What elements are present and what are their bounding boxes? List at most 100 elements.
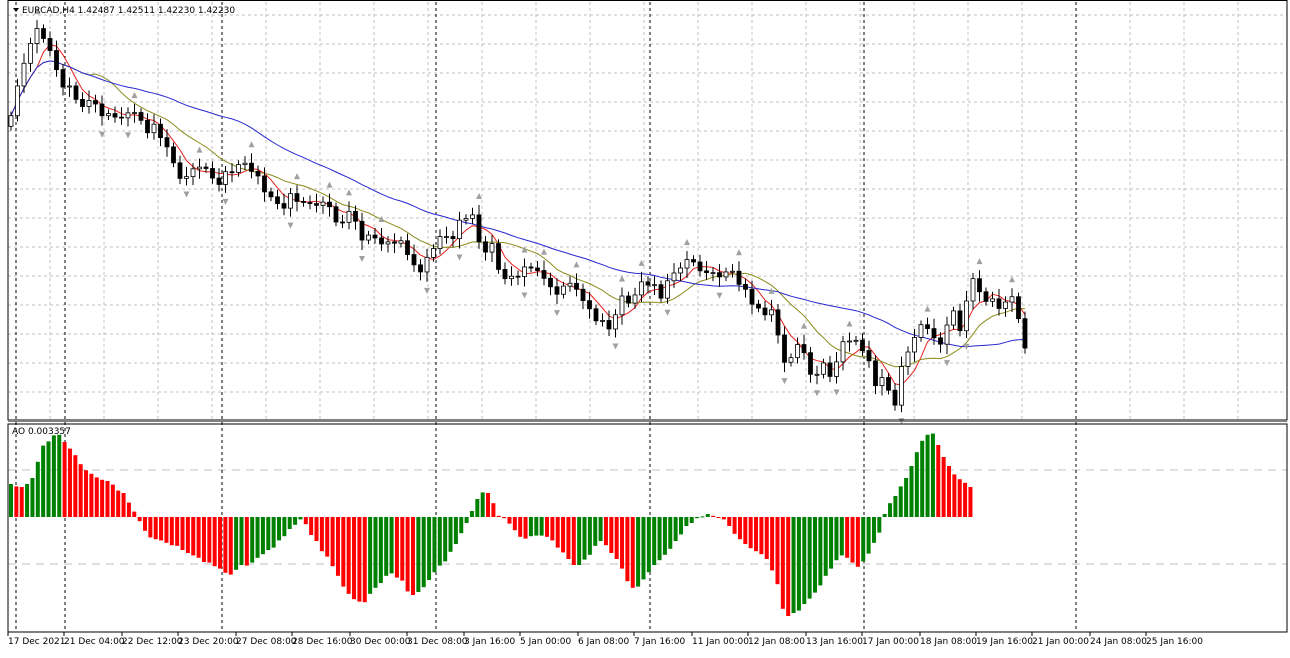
candle (541, 260, 547, 286)
candle-body (983, 291, 989, 302)
ao-bar (25, 484, 30, 517)
candle-body (372, 234, 378, 239)
candle (684, 251, 690, 278)
candle-body (255, 170, 261, 177)
candle-body (860, 339, 865, 351)
candle (710, 266, 716, 282)
x-tick-label: 24 Jan 08:00 (1090, 637, 1147, 647)
candle-body (210, 168, 215, 179)
candle-body (177, 162, 183, 179)
candle-body (866, 350, 872, 362)
candle-body (229, 171, 235, 174)
ao-bar (603, 517, 608, 546)
ao-bar (641, 517, 646, 580)
candle (229, 163, 235, 183)
candle (853, 336, 859, 346)
candle-body (587, 300, 592, 310)
candle (918, 320, 924, 342)
candle-body (684, 259, 690, 269)
candle-body (931, 328, 937, 339)
candle (587, 292, 592, 319)
ao-bar (636, 517, 641, 587)
candle-body (652, 284, 657, 287)
candle-body (548, 277, 553, 288)
ao-bar (250, 517, 255, 563)
fractal-down-icon (716, 292, 723, 299)
ao-bar (566, 517, 571, 559)
ao-bar (534, 517, 539, 536)
ao-bar (593, 517, 598, 546)
ao-bar (732, 517, 737, 534)
ao-bar (963, 482, 968, 517)
candle-body (268, 191, 274, 198)
ao-bar (764, 517, 769, 559)
ao-bar (780, 517, 785, 609)
candle-body (509, 275, 514, 280)
ao-bar (904, 478, 909, 517)
ao-bar (432, 517, 437, 573)
fractal-up-icon (476, 192, 482, 199)
candle-body (853, 339, 859, 342)
ao-bar (545, 517, 549, 537)
candle-body (522, 266, 527, 277)
candle-body (996, 298, 1002, 309)
fractal-down-icon (359, 255, 365, 262)
ao-bar (153, 517, 158, 540)
chart-menu-triangle-icon[interactable] (13, 8, 19, 12)
candle-body (801, 344, 807, 354)
candle-body (476, 214, 482, 243)
candle-body (990, 298, 995, 302)
ao-bar (100, 479, 105, 517)
ao-bar (947, 466, 951, 517)
candle (67, 77, 72, 97)
ao-bar (159, 517, 164, 541)
ao-bar (920, 440, 925, 517)
candle (112, 106, 118, 123)
candle-body (450, 236, 456, 240)
candle (892, 383, 898, 411)
ao-bar (882, 514, 887, 517)
x-tick-label: 21 Jan 00:00 (1032, 637, 1089, 647)
candle-body (483, 241, 488, 253)
ao-bar (175, 517, 180, 546)
candle-body (606, 320, 612, 330)
candle (866, 340, 872, 368)
candle (873, 355, 878, 395)
ao-bar (212, 517, 217, 567)
candle (353, 205, 358, 230)
candle-body (593, 308, 599, 322)
ao-bar (89, 473, 94, 517)
candle (840, 336, 846, 371)
ao-bar (512, 517, 517, 531)
candle (392, 233, 397, 254)
candle (879, 368, 885, 396)
ao-bar (786, 517, 791, 616)
ao-bar (143, 517, 147, 531)
ao-bar (646, 517, 651, 573)
fractal-up-icon (684, 239, 690, 246)
candle (275, 189, 280, 210)
candle (119, 107, 124, 125)
ao-bar (737, 517, 742, 540)
candle-body (340, 221, 345, 224)
candle-body (704, 270, 709, 274)
candle (60, 63, 66, 96)
candle-body (28, 43, 33, 64)
ao-bar (14, 486, 19, 517)
candle (216, 168, 222, 192)
candle-body (496, 243, 501, 270)
ao-bar (271, 517, 276, 548)
candle (775, 304, 781, 344)
ao-bar (303, 517, 308, 525)
candle-body (288, 193, 293, 209)
candle (8, 111, 14, 131)
fractal-up-icon (638, 259, 645, 266)
ao-bar (46, 441, 51, 517)
candle (964, 291, 969, 338)
candle-body (197, 166, 202, 170)
candle-body (463, 218, 469, 221)
candle-body (574, 282, 579, 290)
ao-bar (94, 477, 99, 517)
